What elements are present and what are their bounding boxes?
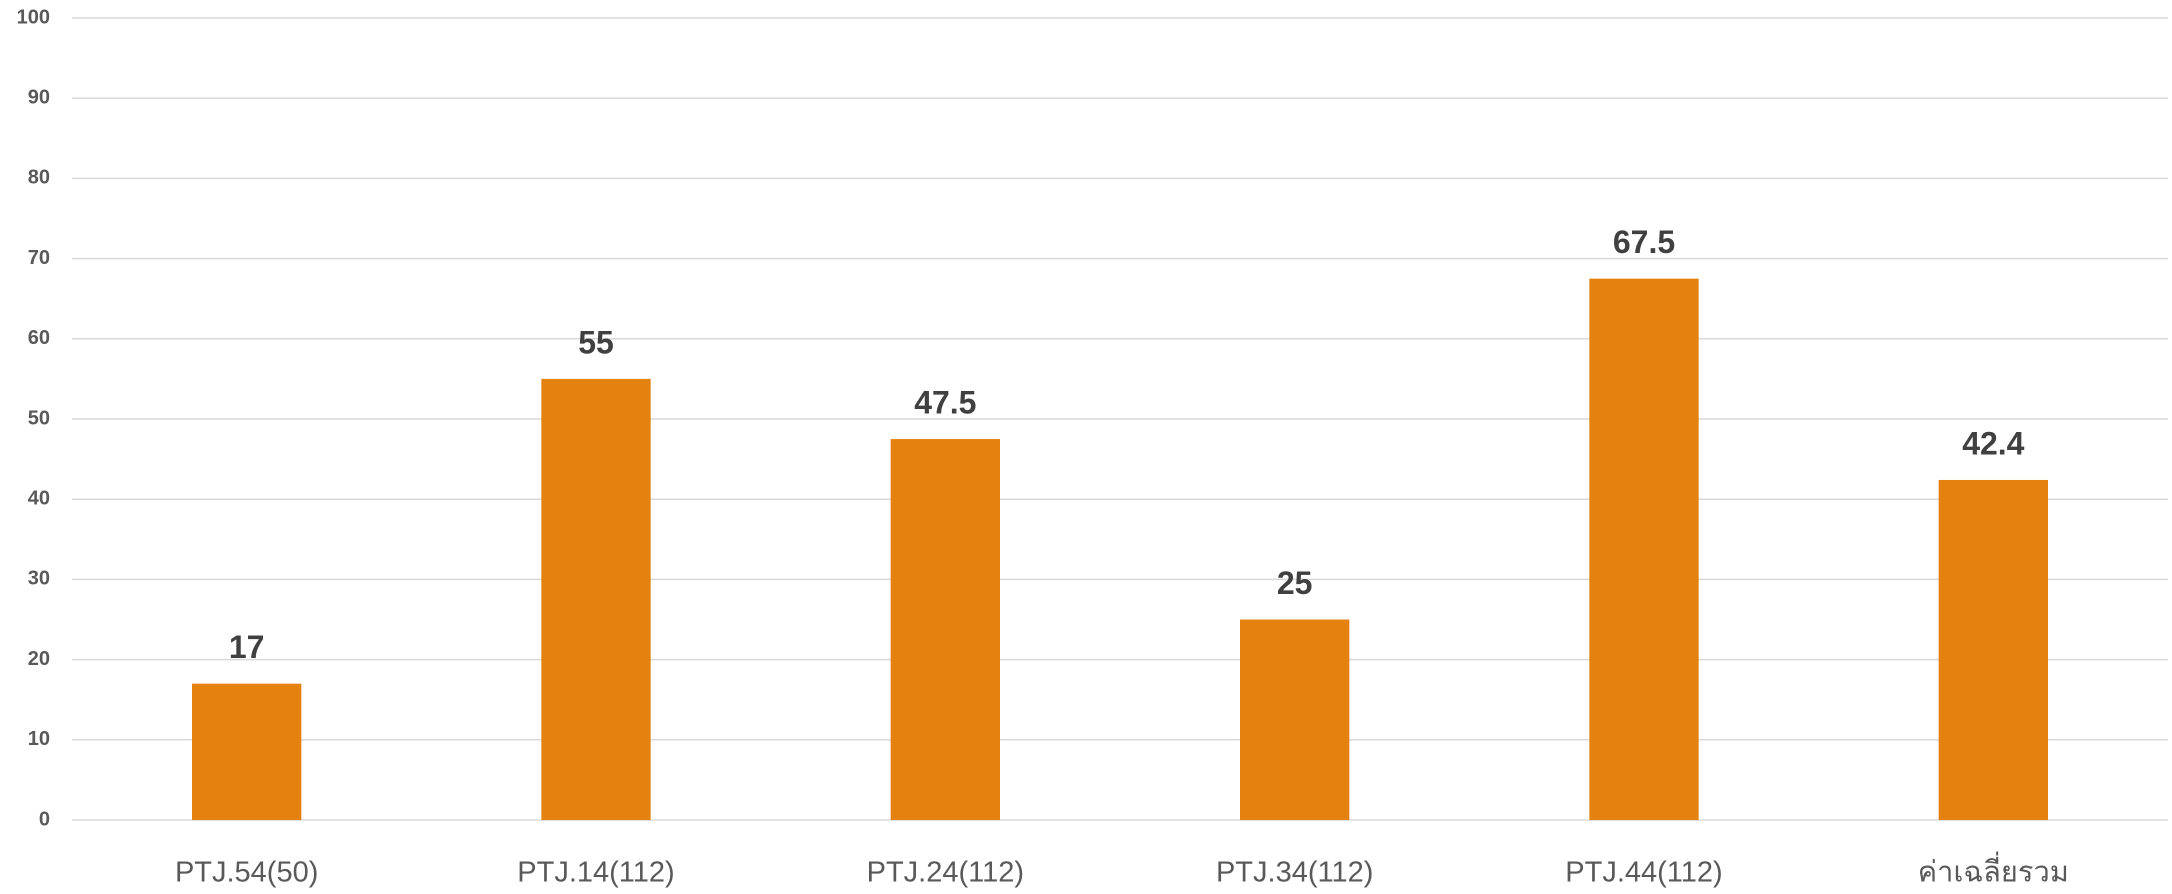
- x-tick-label: PTJ.44(112): [1565, 857, 1722, 889]
- data-label: 67.5: [1613, 224, 1675, 260]
- y-tick-label: 70: [28, 247, 50, 269]
- data-label: 17: [229, 629, 265, 665]
- bar: [191, 683, 302, 820]
- y-tick-label: 80: [28, 167, 50, 189]
- bar: [1589, 278, 1699, 820]
- y-tick-label: 50: [28, 407, 50, 429]
- x-tick-label: PTJ.54(50): [175, 857, 318, 889]
- x-tick-label: PTJ.24(112): [867, 857, 1024, 889]
- y-tick-label: 0: [39, 808, 50, 830]
- y-tick-label: 40: [28, 487, 50, 509]
- x-tick-label: PTJ.14(112): [517, 857, 674, 889]
- y-tick-label: 100: [17, 6, 50, 28]
- y-tick-label: 60: [28, 327, 50, 349]
- y-tick-label: 30: [28, 568, 50, 590]
- data-label: 25: [1277, 565, 1313, 601]
- bar: [541, 378, 651, 820]
- x-tick-label: ค่าเฉลี่ยรวม: [1918, 852, 2069, 889]
- data-label: 47.5: [914, 385, 976, 421]
- y-tick-label: 90: [28, 86, 50, 108]
- bar: [1239, 619, 1350, 820]
- bar: [890, 439, 1001, 820]
- data-label: 55: [578, 324, 614, 360]
- x-tick-label: PTJ.34(112): [1216, 857, 1373, 889]
- y-tick-label: 20: [28, 648, 50, 670]
- data-label: 42.4: [1962, 425, 2024, 461]
- y-tick-label: 10: [28, 728, 50, 750]
- bar: [1938, 479, 2049, 820]
